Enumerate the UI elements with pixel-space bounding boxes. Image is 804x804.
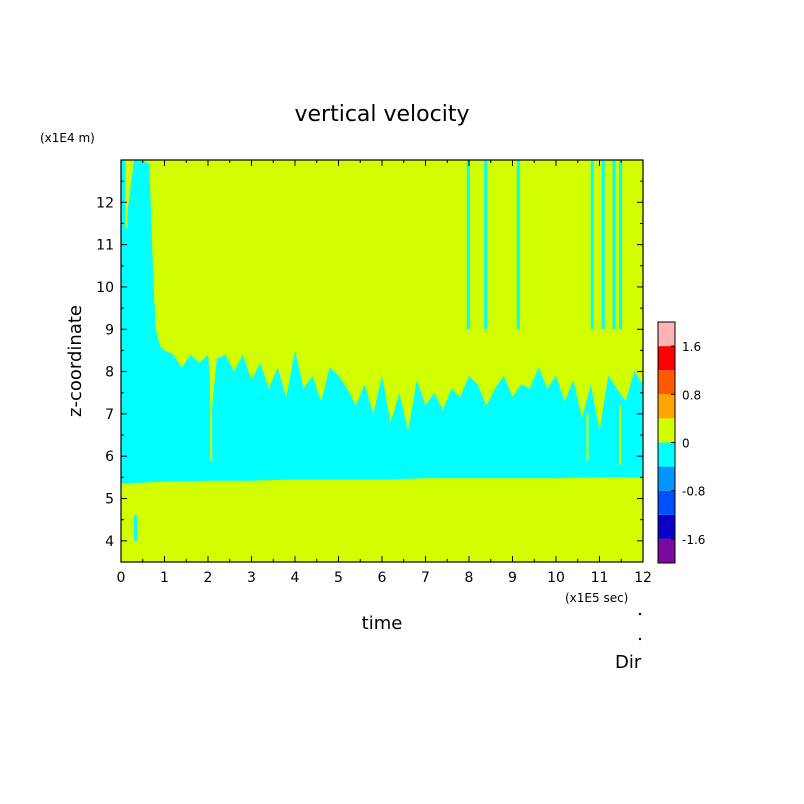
colorbar-cell <box>658 466 675 491</box>
colorbar-cell <box>658 418 675 443</box>
x-tick-label: 9 <box>508 570 517 586</box>
y-tick-label: 11 <box>96 238 114 254</box>
plot-area <box>121 160 643 562</box>
x-tick-label: 4 <box>291 570 300 586</box>
negative-streak <box>619 160 623 330</box>
x-axis: 0 1 2 3 4 5 6 7 8 9 10 11 12 <box>117 160 652 586</box>
y-tick-label: 5 <box>105 492 114 508</box>
colorbar-label: -0.8 <box>682 485 705 499</box>
negative-streak <box>590 160 594 330</box>
x-tick-label: 1 <box>160 570 169 586</box>
x-tick-label: 7 <box>421 570 430 586</box>
positive-streak <box>586 413 589 461</box>
colorbar: 1.6 0.8 0 -0.8 -1.6 <box>657 321 705 564</box>
positive-streak <box>125 181 128 228</box>
positive-streak <box>210 354 213 461</box>
negative-velocity-region <box>121 160 643 484</box>
y-tick-label: 4 <box>105 534 114 550</box>
direction-dot <box>638 612 642 616</box>
y-axis-label: z-coordinate <box>65 305 86 417</box>
x-tick-label: 8 <box>465 570 474 586</box>
negative-streak <box>484 160 488 330</box>
y-tick-label: 8 <box>105 365 114 381</box>
x-tick-label: 3 <box>247 570 256 586</box>
x-tick-label: 6 <box>378 570 387 586</box>
y-tick-label: 9 <box>105 322 114 338</box>
x-tick-label: 2 <box>204 570 213 586</box>
x-axis-label: time <box>362 613 403 634</box>
direction-label: Dir <box>615 652 642 673</box>
colorbar-cell <box>658 370 675 395</box>
x-tick-label: 5 <box>334 570 343 586</box>
negative-streak <box>601 160 605 330</box>
colorbar-cell <box>658 442 675 467</box>
x-tick-label: 11 <box>591 570 609 586</box>
y-tick-label: 12 <box>96 195 114 211</box>
direction-marker: Dir <box>615 612 642 673</box>
x-tick-label: 0 <box>117 570 126 586</box>
colorbar-cell <box>658 490 675 515</box>
direction-dot <box>638 637 642 641</box>
negative-streak <box>466 160 470 330</box>
x-unit-label: (x1E5 sec) <box>565 591 628 605</box>
colorbar-cell <box>658 394 675 419</box>
y-tick-label: 6 <box>105 449 114 465</box>
x-tick-label: 12 <box>634 570 652 586</box>
colorbar-cell <box>658 346 675 371</box>
y-unit-label: (x1E4 m) <box>40 131 95 145</box>
y-tick-label: 10 <box>96 280 114 296</box>
colorbar-label: -1.6 <box>682 533 705 547</box>
negative-streak <box>612 160 616 330</box>
negative-streak <box>516 160 520 330</box>
colorbar-cell <box>658 514 675 539</box>
x-tick-label: 10 <box>547 570 565 586</box>
colorbar-label: 0 <box>682 437 690 451</box>
chart-title: vertical velocity <box>294 102 469 127</box>
positive-streak <box>619 405 622 465</box>
y-tick-label: 7 <box>105 407 114 423</box>
plot-background-positive <box>121 160 643 562</box>
colorbar-cell <box>658 322 675 347</box>
colorbar-label: 1.6 <box>682 340 701 354</box>
colorbar-label: 0.8 <box>682 388 701 402</box>
negative-streak <box>134 515 138 541</box>
y-axis: 4 5 6 7 8 9 10 11 12 <box>96 180 643 563</box>
colorbar-cell <box>658 538 675 563</box>
